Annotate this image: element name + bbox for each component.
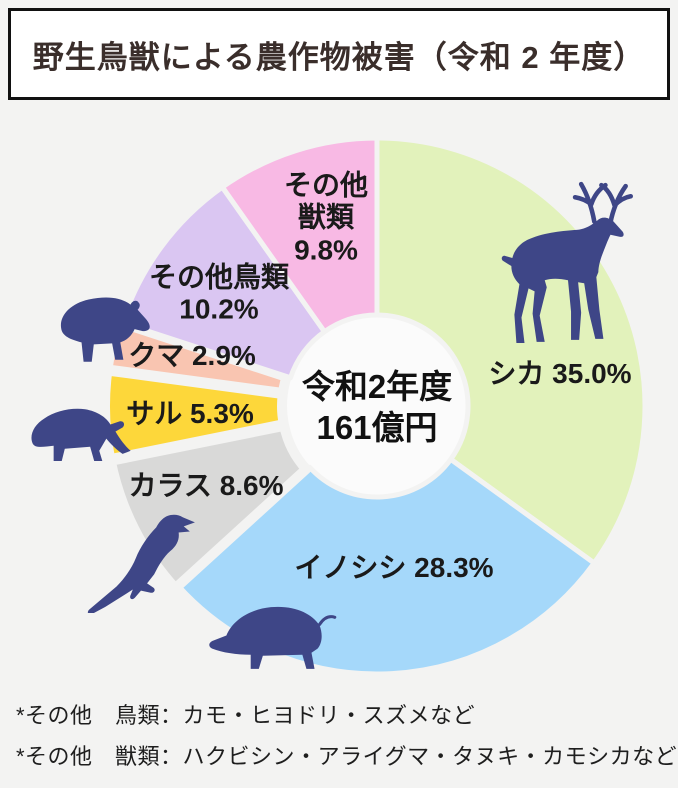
page-title: 野生鳥獣による農作物被害（令和 2 年度） (32, 39, 646, 75)
slice-other-birds (119, 184, 327, 381)
slice-label-monkey: サル 5.3% (126, 397, 254, 429)
crow-icon (87, 514, 195, 613)
monkey-icon (31, 408, 131, 461)
slice-label-other-mammals: その他 獣類 9.8% (283, 169, 369, 266)
footnote-other-mammals: *その他 獣類：ハクビシン・アライグマ・タヌキ・カモシカなど (16, 744, 678, 769)
deer-icon (501, 181, 633, 343)
title-box: 野生鳥獣による農作物被害（令和 2 年度） (8, 8, 670, 100)
slice-label-other-birds: その他鳥類 10.2% (148, 261, 290, 325)
slice-label-crow: カラス 8.6% (128, 469, 284, 501)
donut-hole (283, 312, 471, 500)
center-fiscal-year: 令和2年度 (301, 367, 453, 405)
footnotes: *その他 鳥類：カモ・ヒヨドリ・スズメなど *その他 獣類：ハクビシン・アライグ… (16, 698, 677, 780)
slice-other-mammals (219, 135, 380, 335)
footnote-other-birds: *その他 鳥類：カモ・ヒヨドリ・スズメなど (16, 703, 476, 728)
boar-icon (209, 606, 337, 669)
bear-icon (60, 297, 150, 362)
slice-label-deer: シカ 35.0% (488, 357, 632, 389)
slice-label-boar: イノシシ 28.3% (294, 551, 494, 583)
center-total-amount: 161億円 (316, 409, 438, 446)
slice-label-bear: クマ 2.9% (128, 339, 256, 371)
chart-center-label: 令和2年度 161億円 (302, 366, 452, 449)
